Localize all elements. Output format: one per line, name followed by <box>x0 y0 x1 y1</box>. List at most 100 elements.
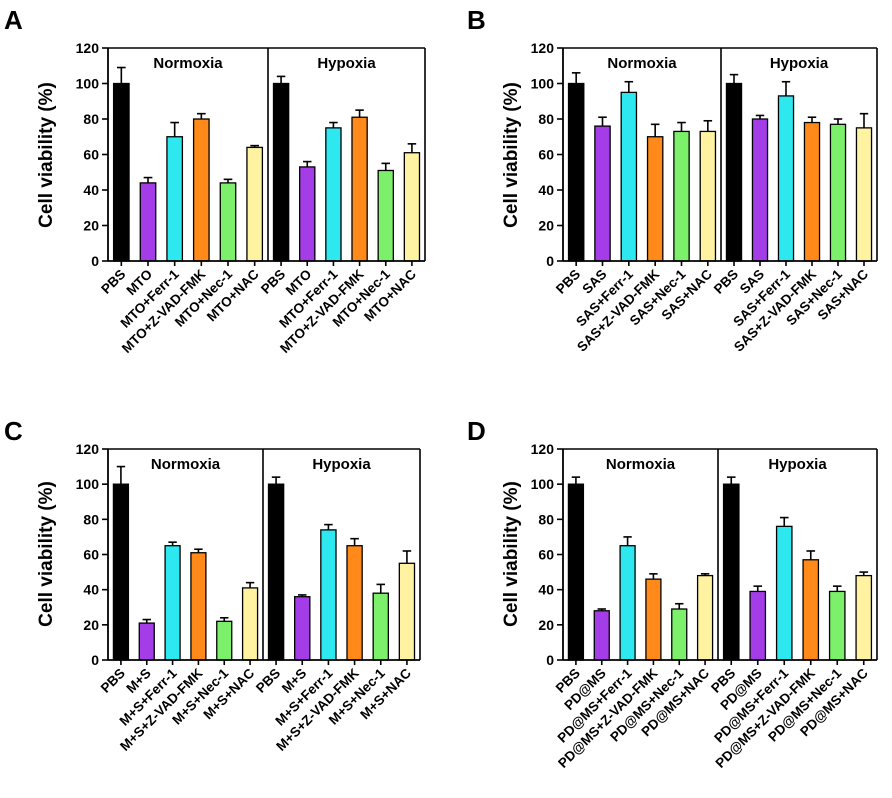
bar <box>646 136 664 262</box>
bar <box>219 182 237 262</box>
bar <box>398 562 416 661</box>
bar <box>294 596 311 661</box>
condition-label: Hypoxia <box>770 55 829 72</box>
bar <box>112 82 130 262</box>
bar <box>593 610 610 661</box>
y-tick-label: 20 <box>83 617 99 633</box>
bar <box>192 118 210 262</box>
bar <box>620 91 638 262</box>
bar <box>855 574 873 661</box>
y-tick-label: 20 <box>83 218 99 234</box>
y-tick-label: 60 <box>538 547 554 563</box>
bar <box>216 620 233 661</box>
panel-letter: D <box>467 416 486 446</box>
bar <box>671 608 688 661</box>
bar <box>722 483 740 661</box>
bar <box>802 559 820 661</box>
y-tick-label: 120 <box>76 40 100 56</box>
bar <box>320 529 337 661</box>
y-tick-label: 40 <box>83 582 99 598</box>
y-tick-label: 60 <box>538 147 554 163</box>
bar <box>699 130 717 262</box>
y-tick-label: 20 <box>538 617 554 633</box>
bar <box>803 121 821 262</box>
bar <box>828 590 846 661</box>
bar <box>751 118 769 262</box>
condition-label: Hypoxia <box>317 55 376 72</box>
bar <box>139 182 157 262</box>
bar <box>829 123 847 262</box>
bar <box>267 483 285 661</box>
y-tick-label: 40 <box>83 182 99 198</box>
bar <box>241 587 259 661</box>
y-tick-label: 100 <box>531 476 555 492</box>
bar <box>696 574 714 661</box>
bar <box>112 483 130 661</box>
x-tick-label: PBS <box>98 267 128 297</box>
y-tick-label: 0 <box>546 253 554 269</box>
y-tick-label: 0 <box>91 253 99 269</box>
panel-c: C Cell viability (%) 0 20 40 60 80 100 120 Normox… <box>4 416 421 754</box>
bar <box>299 166 316 262</box>
panel-letter: A <box>4 5 23 35</box>
bar <box>855 127 873 262</box>
y-tick-label: 80 <box>538 111 554 127</box>
y-tick-label: 60 <box>83 147 99 163</box>
bar <box>190 552 207 661</box>
y-tick-label: 120 <box>76 441 100 457</box>
bar <box>673 130 690 262</box>
bar <box>594 125 611 262</box>
bar <box>346 545 363 661</box>
x-tick-label: PBS <box>711 267 741 297</box>
bar <box>372 592 389 661</box>
bar <box>725 82 743 262</box>
bar <box>749 590 767 661</box>
condition-label: Hypoxia <box>312 456 371 473</box>
condition-label: Normoxia <box>607 55 677 72</box>
panel-b: B Cell viability (%) 0 20 40 60 80 100 120 Normox… <box>467 5 878 355</box>
y-tick-label: 40 <box>538 582 554 598</box>
x-tick-label: PBS <box>553 267 583 297</box>
bar <box>325 127 342 262</box>
y-axis-label: Cell viability (%) <box>501 481 522 627</box>
y-axis-label: Cell viability (%) <box>36 82 57 228</box>
condition-label: Normoxia <box>153 55 223 72</box>
y-tick-label: 0 <box>546 652 554 668</box>
condition-label: Hypoxia <box>768 456 827 473</box>
panel-letter: C <box>4 416 23 446</box>
y-tick-label: 120 <box>531 441 555 457</box>
y-tick-label: 100 <box>531 76 555 92</box>
bar <box>166 136 184 262</box>
bar <box>377 169 394 262</box>
y-tick-label: 80 <box>538 511 554 527</box>
bar <box>567 82 585 262</box>
panel-a: A Cell viability (%) 0 20 40 60 80 100 120 Normox… <box>4 5 426 356</box>
bar <box>138 622 155 661</box>
panel-d: D Cell viability (%) 0 20 40 60 80 100 120 Normox… <box>467 416 878 771</box>
bar <box>645 578 662 661</box>
bar <box>246 146 264 262</box>
bar <box>351 116 368 262</box>
panel-letter: B <box>467 5 486 35</box>
bar <box>164 545 181 661</box>
bar <box>272 82 290 262</box>
y-tick-label: 60 <box>83 547 99 563</box>
bar <box>567 483 585 661</box>
condition-label: Normoxia <box>606 456 676 473</box>
y-tick-label: 120 <box>531 40 555 56</box>
y-tick-label: 40 <box>538 182 554 198</box>
bar <box>619 545 636 661</box>
bar <box>403 152 421 262</box>
x-tick-label: PBS <box>253 666 283 696</box>
y-tick-label: 100 <box>76 76 100 92</box>
y-tick-label: 80 <box>83 111 99 127</box>
y-tick-label: 80 <box>83 511 99 527</box>
y-axis-label: Cell viability (%) <box>36 481 57 627</box>
y-tick-label: 0 <box>91 652 99 668</box>
bar <box>777 95 795 262</box>
condition-label: Normoxia <box>151 456 221 473</box>
x-tick-label: PBS <box>98 666 128 696</box>
x-tick-label: PBS <box>258 267 288 297</box>
y-tick-label: 20 <box>538 218 554 234</box>
